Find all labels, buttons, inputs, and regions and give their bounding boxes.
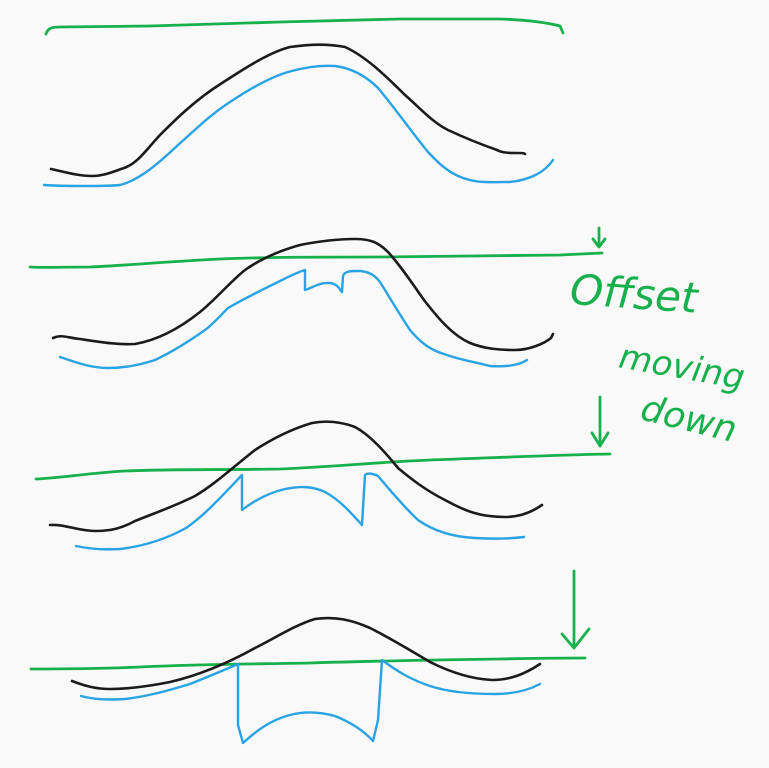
panel-1 — [42, 17, 565, 188]
panel-2 — [28, 226, 607, 370]
black-curve-3 — [48, 420, 544, 533]
black-curve-4 — [70, 616, 542, 691]
panel-4 — [29, 569, 591, 745]
arrow-3-head — [590, 431, 610, 448]
offset-line-1 — [44, 17, 565, 36]
blue-curve-1 — [42, 64, 555, 188]
blue-curve-3 — [74, 472, 526, 551]
blue-curve-2 — [58, 268, 529, 370]
black-curve-2 — [51, 237, 555, 352]
arrow-4-head — [560, 627, 591, 650]
offset-line-4 — [29, 656, 587, 671]
annotation-line-1: Offset — [569, 265, 701, 323]
offset-line-3 — [34, 452, 612, 481]
blue-curve-4 — [79, 658, 542, 745]
panel-3 — [34, 395, 612, 551]
arrow-2-head — [591, 237, 607, 249]
black-curve-1 — [49, 43, 527, 178]
offset-line-2 — [28, 251, 604, 269]
